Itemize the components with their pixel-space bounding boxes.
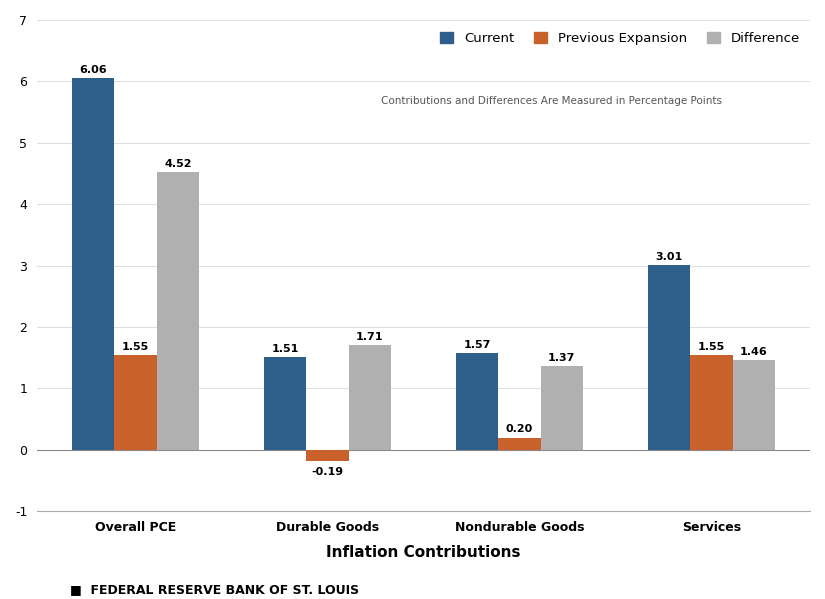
Bar <box>456 353 498 450</box>
Bar <box>691 355 733 450</box>
Text: 4.52: 4.52 <box>164 159 191 169</box>
Text: ■  FEDERAL RESERVE BANK OF ST. LOUIS: ■ FEDERAL RESERVE BANK OF ST. LOUIS <box>70 583 359 596</box>
Bar <box>733 360 775 450</box>
Bar <box>115 355 157 450</box>
Bar <box>349 345 391 450</box>
Bar <box>306 450 349 461</box>
Text: 0.20: 0.20 <box>506 425 533 434</box>
Text: 1.51: 1.51 <box>271 344 299 354</box>
Text: 6.06: 6.06 <box>79 65 107 75</box>
Bar <box>498 437 540 450</box>
Text: 1.55: 1.55 <box>698 341 725 352</box>
Bar <box>648 265 691 450</box>
Text: 1.71: 1.71 <box>356 332 384 342</box>
Bar <box>540 365 583 450</box>
Text: 1.37: 1.37 <box>548 353 576 362</box>
Bar <box>73 78 115 450</box>
Legend: Current, Previous Expansion, Difference: Current, Previous Expansion, Difference <box>440 32 799 45</box>
X-axis label: Inflation Contributions: Inflation Contributions <box>327 545 521 560</box>
Text: -0.19: -0.19 <box>312 467 344 477</box>
Bar <box>264 357 306 450</box>
Text: Contributions and Differences Are Measured in Percentage Points: Contributions and Differences Are Measur… <box>381 96 722 106</box>
Text: 3.01: 3.01 <box>656 252 683 262</box>
Text: 1.55: 1.55 <box>122 341 149 352</box>
Bar <box>157 173 199 450</box>
Text: 1.46: 1.46 <box>740 347 767 357</box>
Text: 1.57: 1.57 <box>464 340 491 350</box>
